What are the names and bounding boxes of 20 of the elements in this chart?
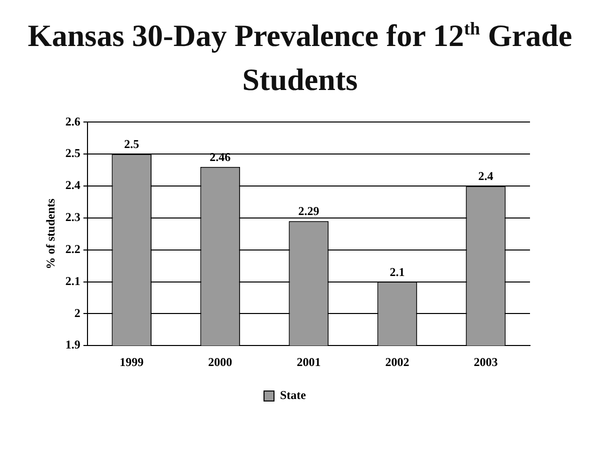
x-tick-label: 2001 [296,354,321,369]
data-label: 2.29 [298,204,320,218]
x-tick-label: 2003 [474,354,498,369]
data-label: 2.1 [390,264,405,279]
data-label: 2.5 [124,137,140,152]
data-label: 2.4 [478,169,494,184]
y-tick-label: 2.6 [65,114,80,128]
y-tick-label: 2.5 [65,146,80,160]
y-tick-label: 2.3 [65,210,80,224]
legend-label: State [280,388,307,402]
y-tick-label: 2.2 [65,242,80,256]
x-tick-label: 1999 [120,354,144,369]
y-tick-label: 1.9 [65,338,80,352]
x-tick-label: 2002 [385,354,410,369]
y-tick-label: 2.4 [65,178,80,192]
y-tick-label: 2.1 [65,274,80,288]
y-tick-label: 2 [74,306,80,320]
x-tick-label: 2000 [208,354,232,369]
y-axis-title: % of students [43,198,58,270]
chart-title: Kansas 30-Day Prevalence for 12$^{th}$ Grade Students [28,18,572,97]
